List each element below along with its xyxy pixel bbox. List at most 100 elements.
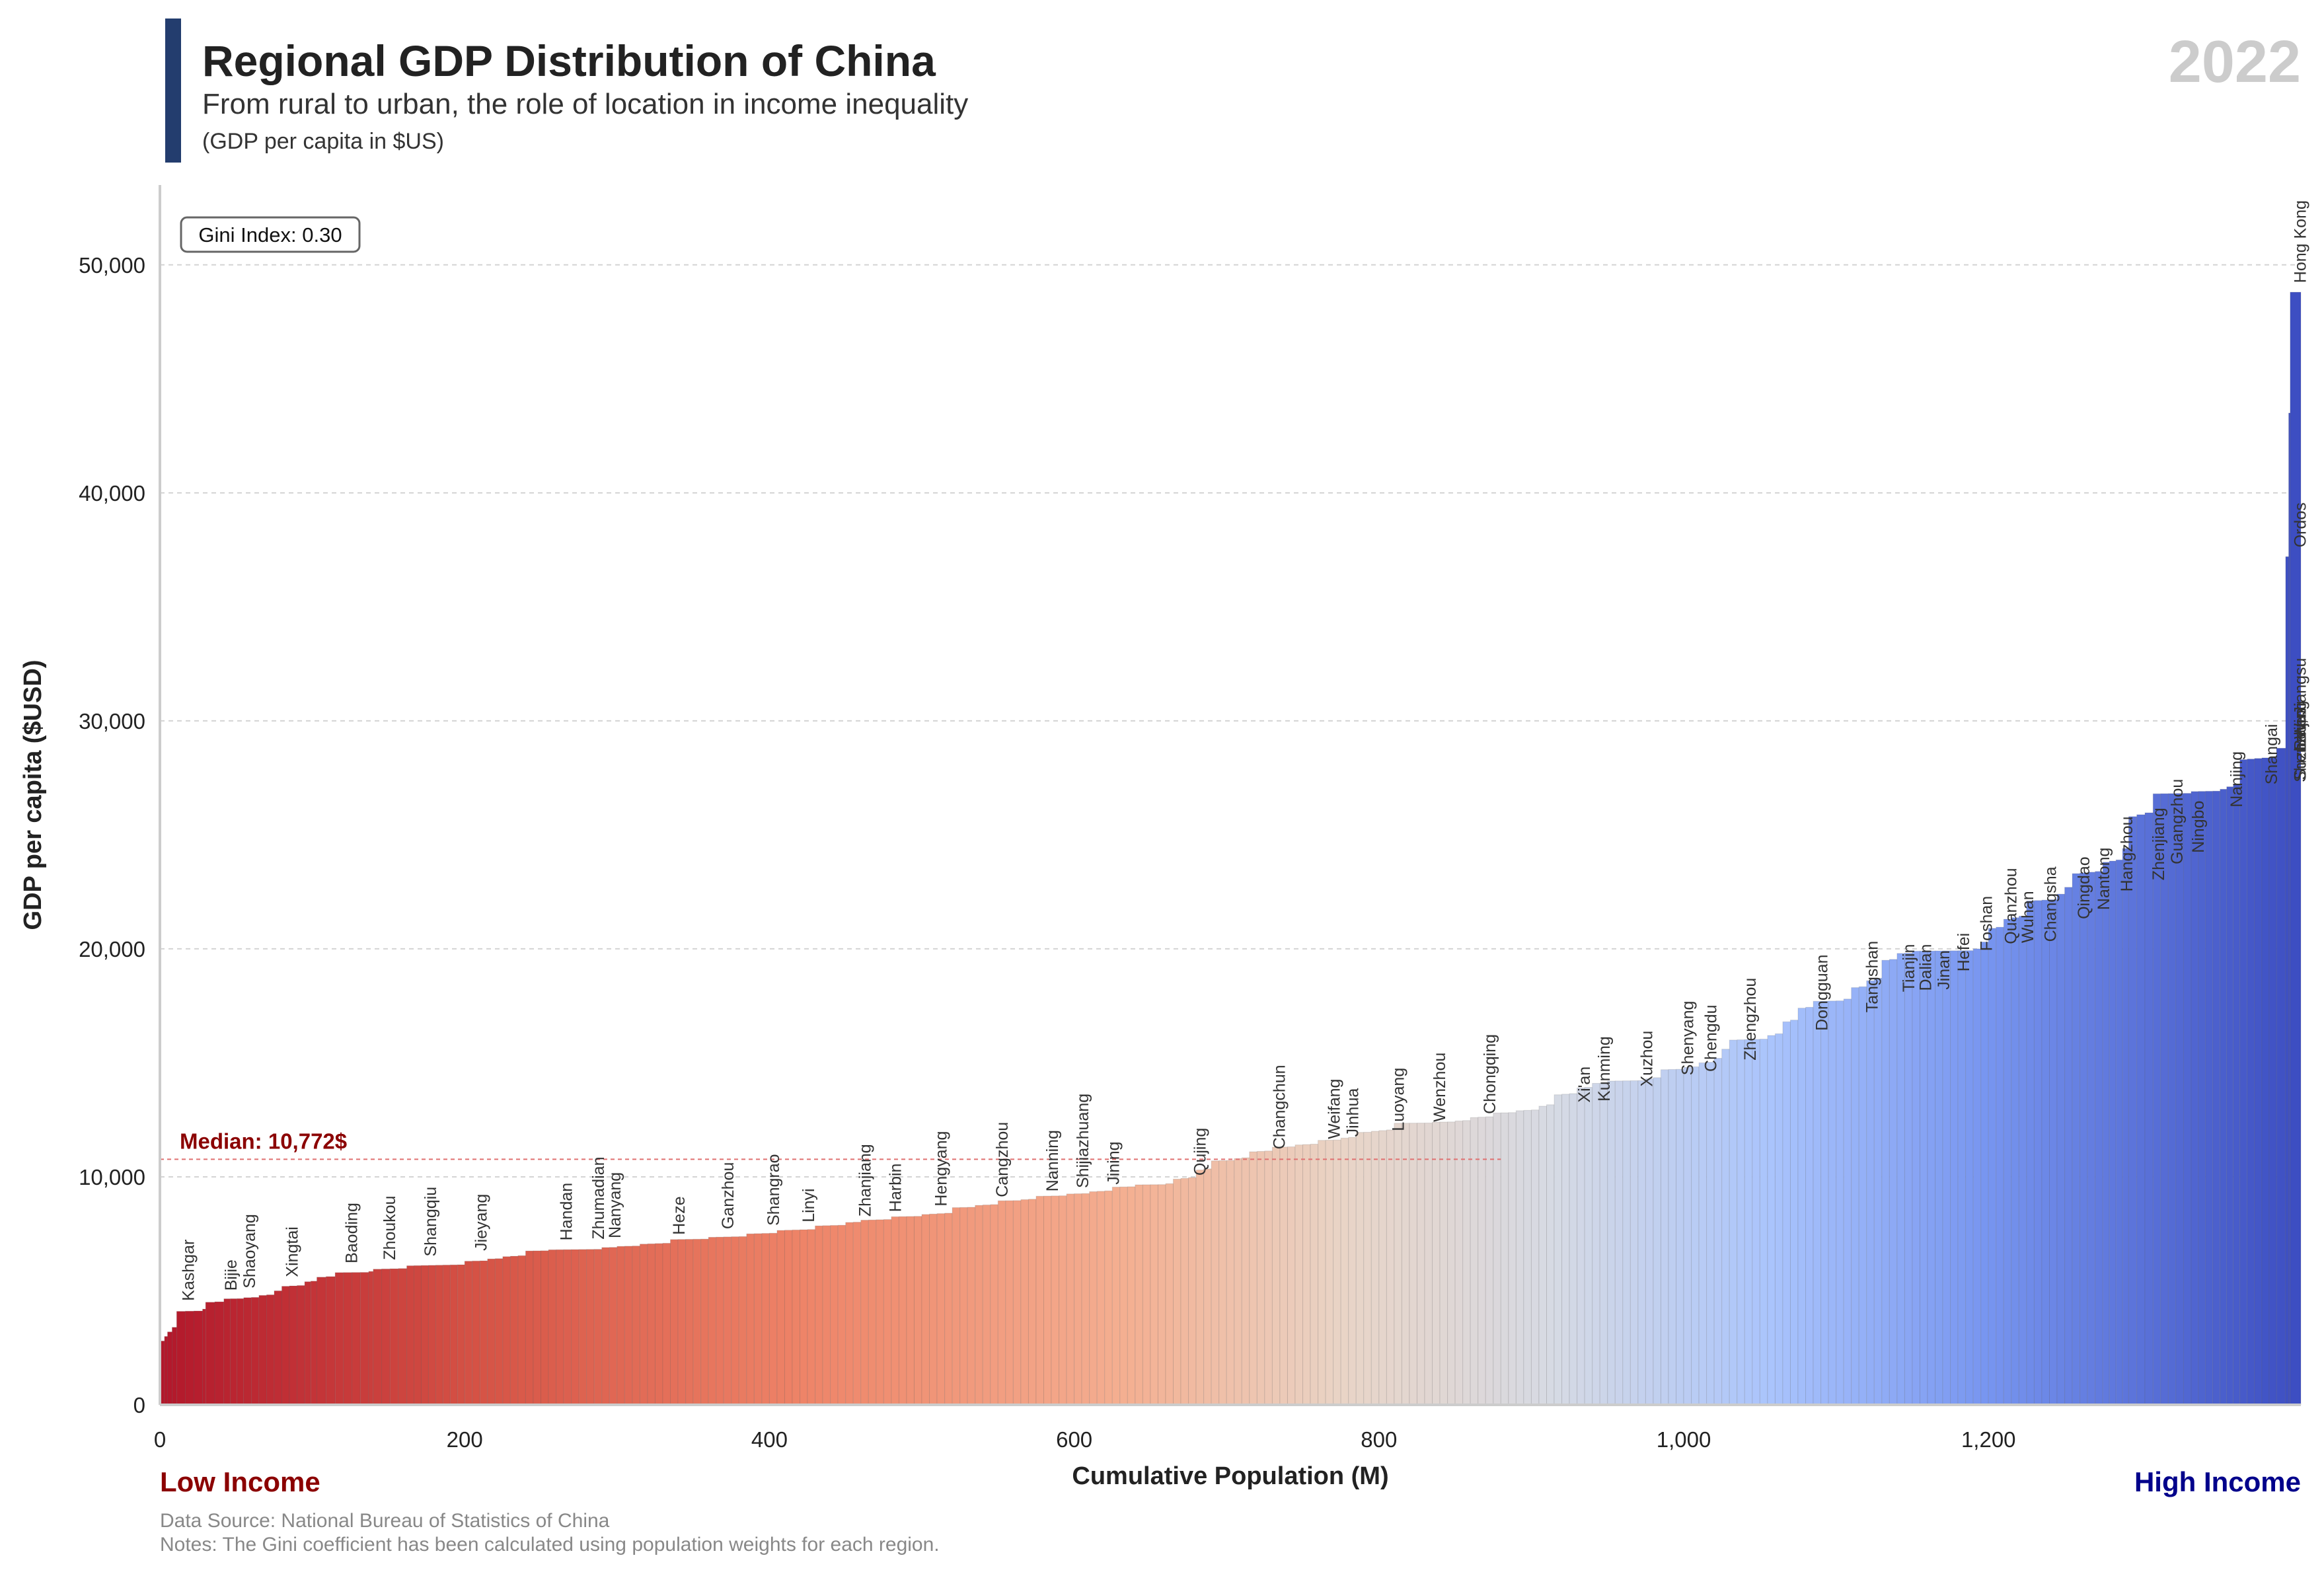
region-bar: [250, 1296, 260, 1405]
region-bar: [921, 1214, 930, 1405]
x-tick-label: 0: [154, 1427, 166, 1452]
x-tick-label: 1,200: [1961, 1427, 2016, 1452]
region-bar: [1759, 1039, 1768, 1405]
region-bar: [389, 1268, 399, 1405]
region-bar: [1264, 1150, 1273, 1405]
median-line-group: Median: 10,772$: [160, 1129, 1501, 1160]
region-bar: [2115, 859, 2123, 1405]
region-bar: [2064, 887, 2073, 1405]
region-bar: [1592, 1082, 1600, 1405]
region-label: Nantong: [2095, 848, 2113, 911]
region-bar: [1729, 1039, 1738, 1405]
region-bar: [556, 1249, 564, 1405]
region-bar: [1889, 959, 1898, 1405]
region-bar: [852, 1222, 862, 1405]
region-bar: [1493, 1112, 1501, 1405]
region-bar: [1074, 1193, 1082, 1405]
region-bar: [2175, 793, 2184, 1405]
region-bar: [1599, 1082, 1608, 1405]
region-bar: [2220, 788, 2228, 1405]
region-bar: [1584, 1087, 1593, 1405]
region-bar: [632, 1246, 640, 1405]
region-bar: [1782, 1021, 1791, 1405]
gini-method-note: Notes: The Gini coefficient has been cal…: [160, 1534, 940, 1555]
region-bar: [1942, 950, 1951, 1405]
region-bar: [1530, 1109, 1540, 1405]
region-bar: [1416, 1123, 1425, 1405]
region-bar: [1104, 1190, 1113, 1405]
median-label: Median: 10,772$: [180, 1129, 347, 1153]
region-bar: [1302, 1144, 1311, 1405]
region-bar: [202, 1308, 206, 1405]
region-bar: [1478, 1117, 1486, 1405]
region-bar: [1645, 1078, 1654, 1405]
region-bar: [693, 1238, 702, 1405]
y-tick-label: 50,000: [79, 253, 145, 278]
region-label: Heze: [670, 1196, 689, 1234]
region-label: Foshan: [1978, 896, 1996, 951]
region-bar: [479, 1260, 488, 1405]
region-bar: [167, 1331, 172, 1405]
region-bar: [258, 1294, 267, 1405]
region-bar: [1333, 1139, 1341, 1405]
region-bar: [176, 1311, 186, 1405]
region-bar: [1165, 1183, 1174, 1405]
region-bar: [223, 1298, 231, 1405]
region-label: Ordos: [2292, 502, 2310, 547]
region-bar: [2041, 899, 2050, 1405]
region-bar: [784, 1230, 793, 1405]
region-bar: [1797, 1008, 1807, 1405]
region-bar: [1409, 1123, 1417, 1405]
region-bar: [1203, 1168, 1212, 1405]
region-bar: [1462, 1120, 1471, 1405]
region-bar: [1386, 1129, 1395, 1405]
region-bar: [1774, 1033, 1783, 1405]
region-bar: [944, 1213, 953, 1405]
region-bar: [1188, 1177, 1197, 1405]
region-bar: [1538, 1106, 1548, 1405]
header-accent-bar: [165, 19, 181, 163]
region-bar: [1996, 926, 2004, 1405]
region-bar: [1554, 1094, 1563, 1405]
high-income-label: High Income: [2134, 1466, 2301, 1497]
region-bar: [1737, 1039, 1745, 1405]
region-bar: [464, 1261, 473, 1405]
y-tick-label: 30,000: [79, 709, 145, 733]
region-label: Shijiazhuang: [1074, 1094, 1092, 1188]
region-bar: [1180, 1178, 1189, 1405]
region-bar: [723, 1236, 732, 1405]
region-label: Zhengzhou: [1741, 978, 1760, 1061]
region-label: Ningbo: [2189, 801, 2208, 853]
x-tick-label: 400: [751, 1427, 788, 1452]
region-label: Quanzhou: [2002, 868, 2021, 944]
region-label: Jinan: [1935, 950, 1953, 990]
region-bar: [845, 1222, 854, 1405]
region-bar: [1111, 1186, 1121, 1405]
region-bar: [1241, 1157, 1250, 1405]
region-bar: [194, 1310, 204, 1405]
region-bar: [571, 1249, 580, 1405]
region-label: Weifang: [1326, 1079, 1344, 1139]
region-bar: [1012, 1200, 1022, 1405]
region-label: Changchun: [1271, 1065, 1289, 1149]
region-bar: [563, 1249, 572, 1405]
region-bar: [1721, 1049, 1730, 1405]
region-label: Hong Kong: [2292, 200, 2310, 283]
region-bar: [1051, 1195, 1060, 1405]
region-bar: [891, 1216, 899, 1405]
region-bar: [617, 1246, 625, 1405]
region-bar: [517, 1255, 526, 1405]
region-bar: [1858, 986, 1867, 1405]
x-tick-label: 1,000: [1657, 1427, 1711, 1452]
region-bar: [1896, 953, 1905, 1405]
region-label: Suzhou, Jiangsu: [2292, 658, 2310, 780]
region-bar: [1043, 1195, 1052, 1405]
region-label: Shangai: [2263, 724, 2281, 785]
region-bar: [1957, 950, 1967, 1405]
region-bar: [1470, 1117, 1479, 1405]
region-bar: [2261, 757, 2270, 1405]
region-label: Qingdao: [2075, 856, 2093, 919]
region-bar: [2268, 757, 2277, 1405]
region-bar: [2183, 793, 2192, 1405]
